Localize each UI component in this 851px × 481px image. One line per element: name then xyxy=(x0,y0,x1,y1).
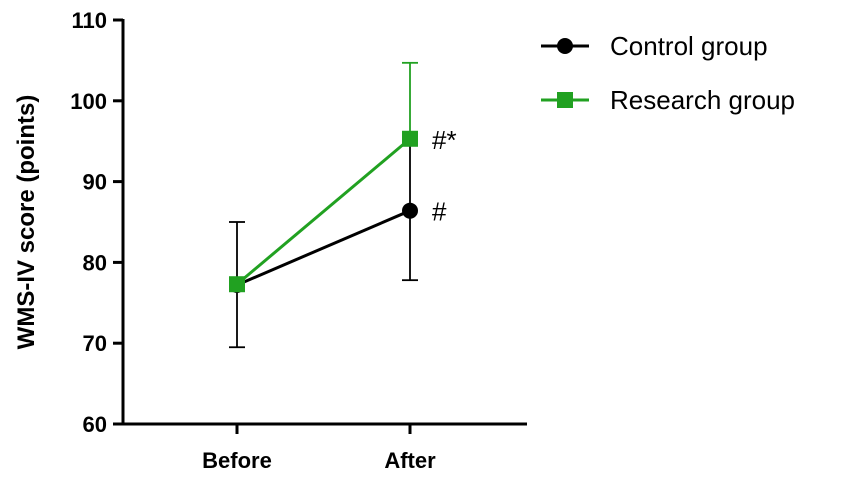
series-1: #* xyxy=(229,61,457,293)
x-tick-label: After xyxy=(384,448,436,473)
series-layer: # #* xyxy=(229,61,457,349)
square-marker xyxy=(229,276,245,293)
significance-label: #* xyxy=(432,125,457,155)
square-marker xyxy=(557,92,573,108)
circle-marker xyxy=(402,202,418,219)
y-tick-label: 70 xyxy=(83,331,107,356)
y-tick-label: 80 xyxy=(83,250,107,275)
series-0: # xyxy=(229,140,447,349)
legend: Control group Research group xyxy=(541,31,795,115)
legend-item-1: Research group xyxy=(541,85,795,115)
y-tick-label: 90 xyxy=(83,170,107,195)
y-tick-label: 110 xyxy=(72,8,108,33)
x-tick-label: Before xyxy=(202,448,272,473)
significance-label: # xyxy=(432,197,447,227)
x-ticks: Before After xyxy=(202,424,436,473)
legend-item-0: Control group xyxy=(541,31,768,61)
y-axis-title: WMS-IV score (points) xyxy=(13,95,40,350)
y-tick-label: 100 xyxy=(70,89,107,114)
legend-label: Research group xyxy=(610,85,795,115)
y-ticks: 60 70 80 90 100 110 xyxy=(70,8,123,437)
series-line xyxy=(236,137,411,286)
legend-label: Control group xyxy=(610,31,768,61)
square-marker xyxy=(402,130,418,147)
circle-marker xyxy=(557,38,573,54)
axes xyxy=(121,19,527,426)
y-tick-label: 60 xyxy=(83,412,107,437)
series-line xyxy=(236,209,411,287)
